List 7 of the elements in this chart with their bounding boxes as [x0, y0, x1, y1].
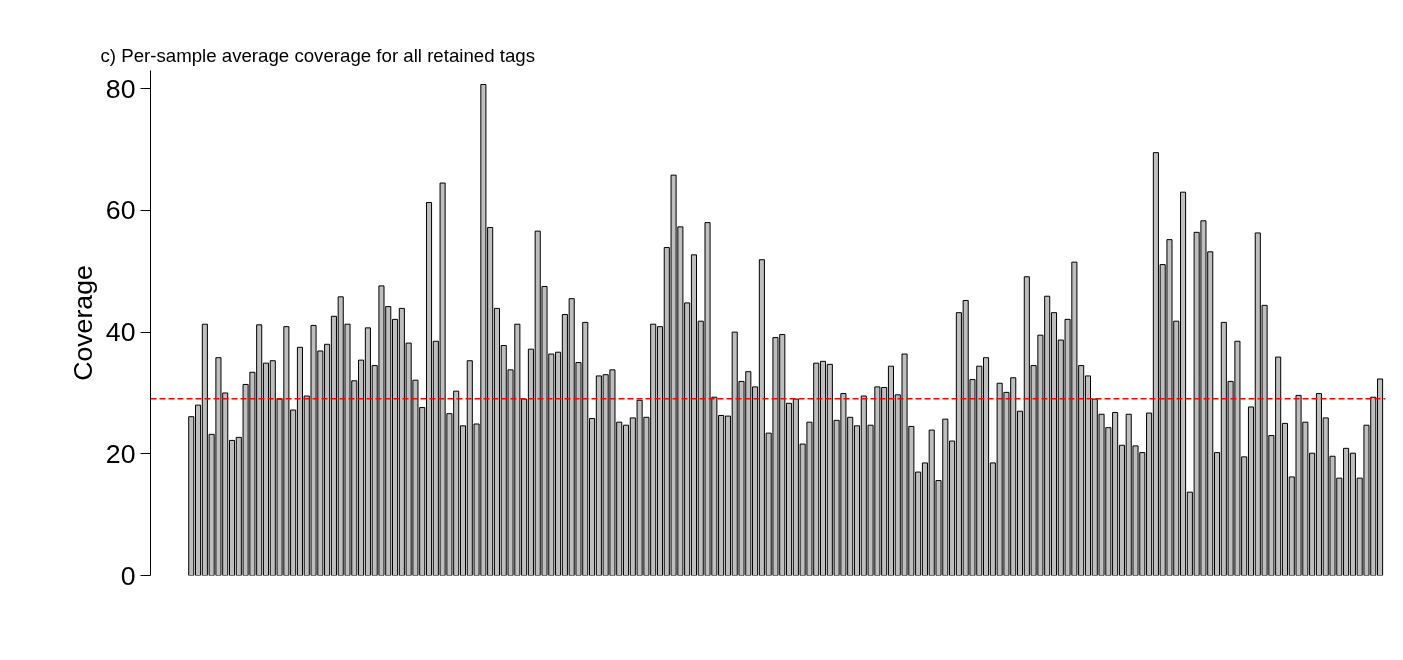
y-tick-label: 0 — [120, 560, 136, 591]
y-tick-label: 20 — [105, 438, 136, 469]
chart-title: c) Per-sample average coverage for all retained tags — [100, 44, 535, 66]
y-tick-label: 60 — [105, 195, 136, 226]
y-tick-label: 80 — [105, 73, 136, 104]
y-tick-label: 40 — [105, 317, 136, 348]
y-axis-title: Coverage — [67, 265, 98, 381]
